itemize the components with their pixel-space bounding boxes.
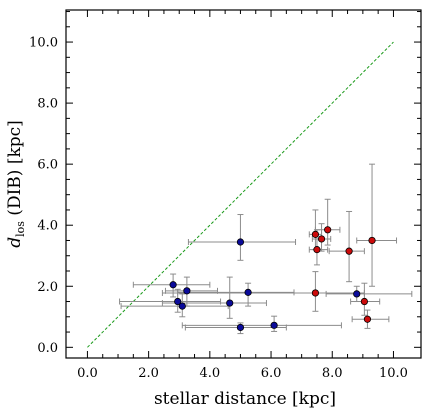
x-tick-label: 4.0 bbox=[199, 366, 220, 381]
y-tick-label: 2.0 bbox=[37, 280, 58, 295]
data-point bbox=[313, 246, 321, 254]
data-point bbox=[178, 302, 186, 310]
y-tick-label: 4.0 bbox=[37, 219, 58, 234]
x-tick-label: 6.0 bbox=[261, 366, 282, 381]
y-tick-label: 6.0 bbox=[37, 158, 58, 173]
y-ticks-group: 0.0 2.0 4.0 6.0 8.0 10.0 bbox=[29, 11, 421, 356]
error-bar bbox=[161, 271, 365, 312]
y-axis-title-rest: (DIB) [kpc] bbox=[5, 120, 25, 221]
data-point bbox=[226, 299, 234, 307]
error-bar bbox=[181, 315, 342, 332]
data-point bbox=[236, 323, 245, 332]
x-tick-label: 2.0 bbox=[138, 366, 159, 381]
data-point bbox=[183, 287, 191, 295]
y-tick-label: 10.0 bbox=[29, 36, 58, 51]
error-bars-group bbox=[119, 163, 413, 335]
x-tick-label: 8.0 bbox=[322, 366, 343, 381]
y-axis-title-main: d bbox=[5, 237, 25, 248]
error-bar bbox=[314, 198, 341, 246]
data-point bbox=[345, 247, 353, 255]
data-point bbox=[174, 297, 182, 306]
error-bar bbox=[325, 285, 413, 303]
error-bar bbox=[187, 214, 297, 261]
data-point bbox=[360, 297, 368, 306]
y-tick-label: 0.0 bbox=[37, 341, 58, 356]
data-point bbox=[363, 315, 372, 323]
data-point bbox=[317, 235, 326, 243]
y-axis-title: dlos (DIB) [kpc] bbox=[5, 120, 27, 248]
data-point bbox=[353, 290, 361, 298]
data-point bbox=[236, 238, 245, 246]
data-point bbox=[311, 230, 320, 238]
x-axis-title: stellar distance [kpc] bbox=[154, 389, 336, 409]
y-tick-label: 8.0 bbox=[37, 97, 58, 112]
y-axis-title-subscript: los bbox=[14, 221, 27, 237]
data-points-group bbox=[169, 226, 376, 332]
data-point bbox=[368, 236, 376, 245]
reference-line bbox=[87, 41, 394, 348]
data-point bbox=[169, 281, 177, 289]
error-bar bbox=[328, 210, 365, 283]
x-ticks-group: 0.0 2.0 4.0 6.0 8.0 10.0 bbox=[77, 10, 408, 381]
data-point bbox=[270, 321, 278, 329]
data-point bbox=[311, 289, 320, 297]
data-point bbox=[324, 226, 332, 234]
x-tick-label: 0.0 bbox=[77, 366, 98, 381]
error-bar bbox=[356, 163, 398, 287]
plot-frame bbox=[65, 9, 422, 359]
x-tick-label: 10.0 bbox=[379, 366, 408, 381]
data-point bbox=[244, 288, 252, 296]
reference-line-group bbox=[87, 41, 394, 348]
